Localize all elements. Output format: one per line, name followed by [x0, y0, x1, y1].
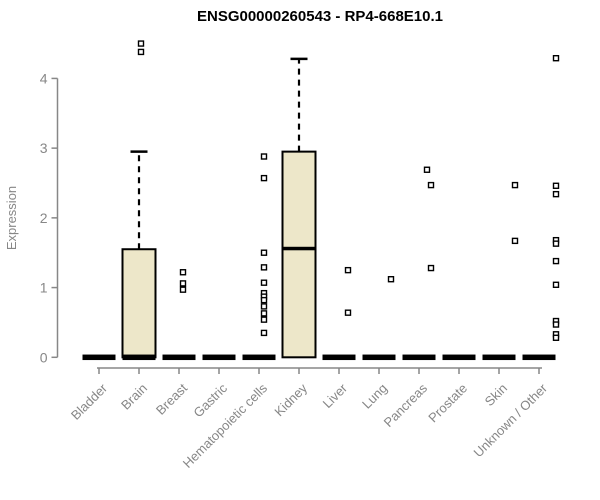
outlier-point [260, 310, 268, 317]
collapsed-box-bar [402, 354, 436, 361]
y-tick-label: 0 [40, 349, 48, 365]
median-line [282, 246, 316, 251]
collapsed-box-bar [242, 354, 276, 361]
outlier-point [552, 190, 560, 198]
x-tick-label: Brain [118, 381, 150, 413]
outlier-point [137, 40, 145, 47]
y-axis-label: Expression [4, 186, 19, 250]
outlier-point [260, 264, 268, 271]
outlier-point [260, 174, 268, 182]
collapsed-box-bar [482, 354, 516, 361]
x-tick-label: Bladder [68, 380, 111, 423]
outlier-point [179, 286, 187, 293]
outlier-point [260, 249, 268, 256]
outlier-point [344, 266, 352, 274]
outlier-point [260, 153, 268, 160]
collapsed-box-bar [162, 354, 196, 361]
x-tick-label: Pancreas [381, 380, 431, 430]
collapsed-box-bar [322, 354, 356, 361]
outlier-point [179, 269, 187, 276]
outlier-point [260, 329, 268, 337]
outlier-point [552, 281, 560, 288]
outlier-point [511, 237, 519, 245]
y-tick-label: 2 [40, 210, 48, 226]
box-body [281, 150, 317, 359]
outlier-point [260, 279, 268, 286]
collapsed-box-bar [522, 354, 556, 361]
outlier-point [552, 257, 560, 265]
outlier-point [260, 316, 268, 323]
median-line [122, 354, 156, 361]
box-body [121, 248, 157, 359]
outlier-point [427, 181, 435, 189]
outlier-point [423, 166, 431, 173]
outlier-point [552, 182, 560, 189]
x-tick-label: Kidney [271, 380, 310, 419]
outlier-point [552, 240, 560, 247]
outlier-point [427, 264, 435, 272]
outlier-point [387, 276, 395, 283]
x-tick-label: Prostate [425, 381, 470, 426]
collapsed-box-bar [82, 354, 116, 361]
x-tick-label: Lung [359, 381, 390, 412]
collapsed-box-bar [442, 354, 476, 361]
outlier-point [552, 55, 560, 62]
outlier-point [137, 48, 145, 56]
outlier-point [552, 321, 560, 328]
outlier-point [511, 181, 519, 189]
y-tick-label: 3 [40, 140, 48, 156]
y-tick-label: 1 [40, 280, 48, 296]
outlier-point [552, 334, 560, 341]
outlier-point [260, 303, 268, 310]
collapsed-box-bar [362, 354, 396, 361]
x-tick-label: Breast [153, 380, 190, 417]
chart-title: ENSG00000260543 - RP4-668E10.1 [197, 8, 443, 25]
outlier-point [179, 280, 187, 287]
x-tick-label: Skin [482, 381, 510, 409]
outlier-point [344, 309, 352, 316]
y-tick-label: 4 [40, 70, 48, 86]
x-tick-label: Liver [320, 380, 351, 411]
outlier-point [260, 296, 268, 304]
collapsed-box-bar [202, 354, 236, 361]
x-tick-label: Unknown / Other [471, 380, 551, 460]
